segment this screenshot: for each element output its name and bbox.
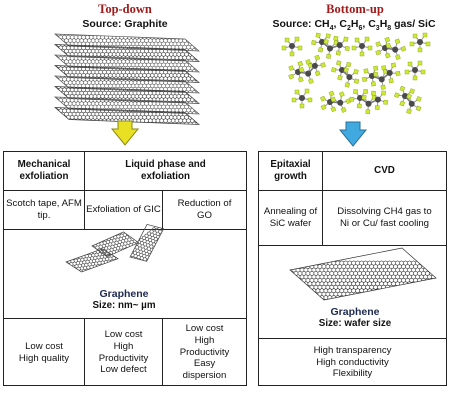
source-text: gas/ SiC <box>391 18 436 30</box>
graphene-sheet <box>289 247 437 301</box>
cvd-header: CVD <box>374 164 395 176</box>
source-sub: 6 <box>358 25 363 33</box>
hydrocarbon-molecule <box>331 60 360 88</box>
bottom-up-product: Graphene Size: wafer size <box>300 306 410 329</box>
hydrocarbon-molecule <box>393 85 422 115</box>
hydrocarbon-molecule <box>281 36 303 57</box>
source-text: H <box>350 18 359 30</box>
bottom-up-product-name: Graphene <box>330 306 380 318</box>
source-text: Source: CH <box>272 18 330 30</box>
go-method: Reduction of GO <box>177 198 232 221</box>
hydrocarbon-molecule <box>409 32 431 53</box>
gic-properties: Low cost High Productivity Low defect <box>85 319 162 386</box>
top-down-source: Source: Graphite <box>82 18 168 30</box>
prop-line: High conductivity <box>316 356 389 368</box>
top-down-product: Graphene Size: nm~ µm <box>84 288 164 311</box>
top-down-product-size: Size: nm~ µm <box>92 300 156 311</box>
prop-line: Low cost <box>25 340 63 352</box>
bottom-up-arrow-icon <box>338 121 368 147</box>
top-down-heading: Top-down <box>98 2 152 16</box>
hydrocarbon-molecule <box>291 88 313 109</box>
epitaxial-method: Annealing of SiC wafer <box>263 206 318 229</box>
source-sub: 2 <box>346 25 351 33</box>
liquid-phase-header: Liquid phase and exfoliation <box>125 158 206 182</box>
prop-line: Productivity <box>179 346 230 358</box>
prop-line: Productivity <box>98 352 149 364</box>
prop-line: Flexibility <box>332 368 373 380</box>
source-sub: 8 <box>387 25 392 33</box>
hydrocarbon-molecule <box>375 36 407 60</box>
go-properties: Low cost High Productivity Easy dispersi… <box>163 319 246 386</box>
hydrocarbon-molecule <box>361 62 401 90</box>
prop-line: High <box>194 334 215 346</box>
epitaxial-growth-header: Epitaxial growth <box>270 158 311 182</box>
top-down-arrow-icon <box>110 120 140 146</box>
prop-line: Low defect <box>100 364 147 376</box>
prop-line: dispersion <box>182 370 227 382</box>
hydrocarbon-molecule <box>404 60 426 81</box>
source-sub: 3 <box>375 25 380 33</box>
prop-line: Low cost <box>185 322 224 334</box>
top-down-product-name: Graphene <box>99 288 149 300</box>
graphite-layer <box>54 107 200 125</box>
prop-line: High <box>113 340 134 352</box>
prop-line: High transparency <box>313 344 392 356</box>
mechanical-exfoliation-header: Mechanical exfoliation <box>17 158 71 182</box>
source-text: , C <box>333 18 347 30</box>
gic-method: Exfoliation of GIC <box>86 204 161 215</box>
hydrocarbon-molecule <box>351 36 373 57</box>
prop-line: Low cost <box>104 328 143 340</box>
mechanical-properties: Low cost High quality <box>4 319 84 386</box>
hydrocarbon-molecule <box>311 32 350 59</box>
bottom-up-properties: High transparency High conductivity Flex… <box>259 339 446 386</box>
source-text: , C <box>362 18 376 30</box>
source-sub: 4 <box>329 25 334 33</box>
bottom-up-source: Source: CH4, C2H6, C3H8 gas/ SiC <box>258 18 450 32</box>
hydrocarbon-molecule <box>349 89 389 115</box>
hydrocarbon-molecule <box>288 54 326 84</box>
prop-line: Easy <box>193 358 216 370</box>
hydrocarbon-molecule <box>320 90 352 113</box>
prop-line: High quality <box>18 352 70 364</box>
cvd-method: Dissolving CH4 gas to Ni or Cu/ fast coo… <box>337 206 432 229</box>
mechanical-method: Scotch tape, AFM tip. <box>6 198 82 221</box>
bottom-up-product-size: Size: wafer size <box>318 318 392 329</box>
bottom-up-heading: Bottom-up <box>326 2 384 16</box>
source-text: H <box>379 18 388 30</box>
